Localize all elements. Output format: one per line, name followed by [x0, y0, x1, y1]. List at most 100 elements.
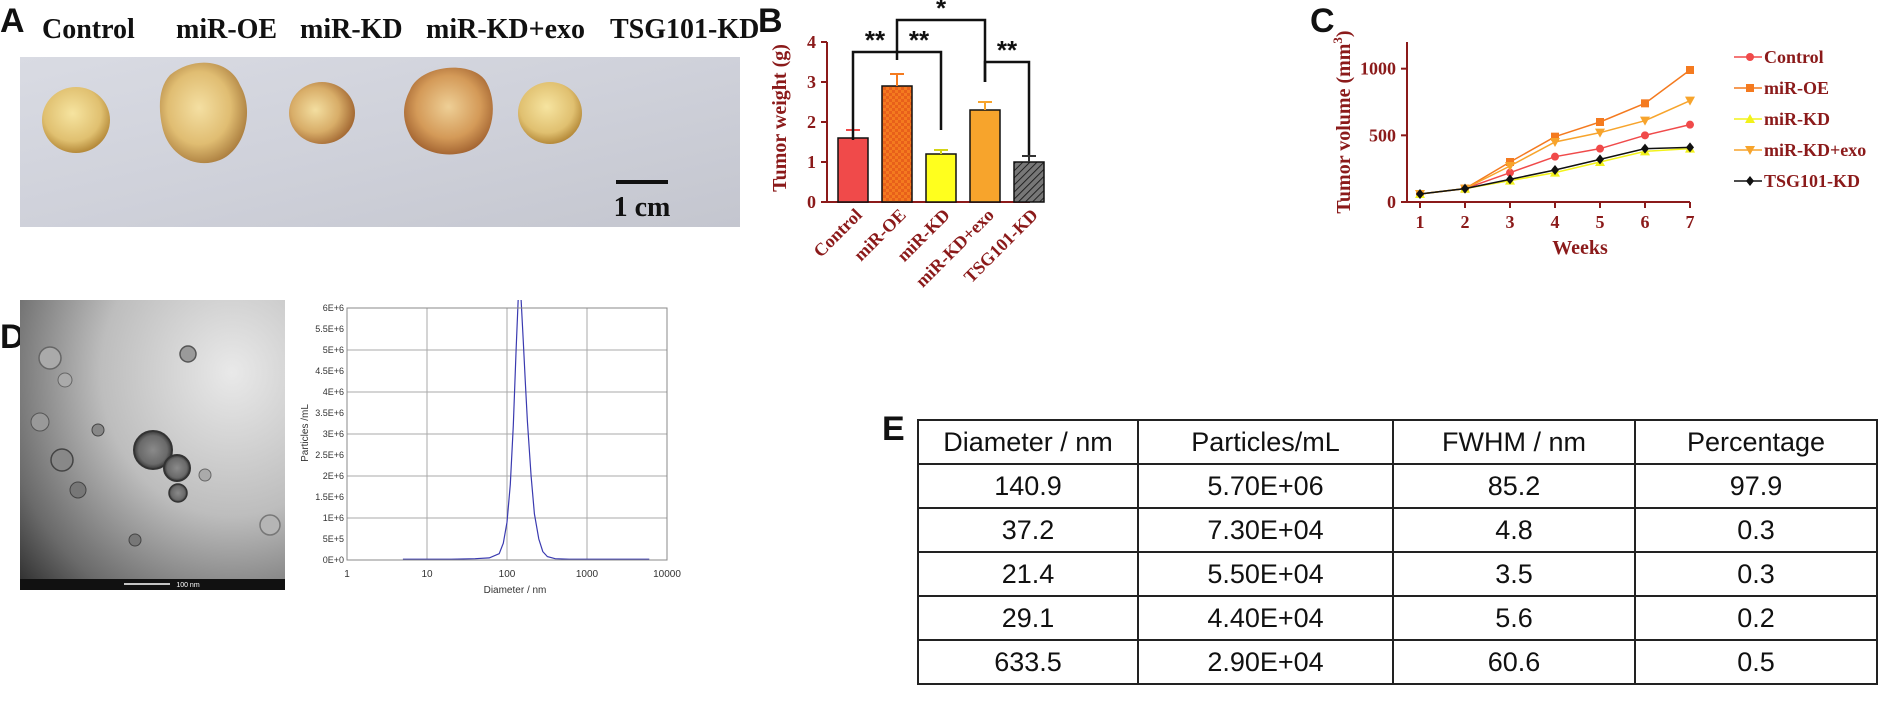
nta-y-tick-label: 6E+6	[323, 303, 344, 313]
table-cell: 3.5	[1392, 551, 1636, 597]
photo-label-mir-kd-exo: miR-KD+exo	[426, 14, 586, 45]
tem-vesicle	[168, 483, 188, 503]
b-y-tick-label: 1	[807, 152, 816, 172]
table-cell: 2.90E+04	[1137, 639, 1394, 685]
nta-y-tick-label: 4E+6	[323, 387, 344, 397]
tem-scale-bar-label: 100 nm	[176, 582, 200, 589]
b-significance-label: **	[997, 35, 1018, 65]
b-y-tick-label: 4	[807, 32, 816, 52]
b-significance-label: **	[865, 25, 886, 55]
b-bar-mir-kd-exo	[969, 109, 1001, 203]
table-cell: 0.3	[1634, 507, 1878, 553]
c-data-point	[1746, 84, 1754, 92]
c-data-point	[1551, 152, 1559, 161]
table-cell: 5.6	[1392, 595, 1636, 641]
c-legend-item: TSG101-KD	[1734, 171, 1860, 191]
nta-x-tick-label: 100	[499, 569, 516, 580]
c-y-axis-label-sup: 3	[1330, 37, 1345, 44]
nta-x-tick-label: 1	[344, 569, 350, 580]
nta-x-tick-label: 10000	[653, 569, 681, 580]
panel-d-tem-image: 100 nm	[20, 300, 285, 590]
table-cell: 140.9	[917, 463, 1139, 509]
b-y-tick-label: 3	[807, 72, 816, 92]
nta-x-tick-label: 10	[421, 569, 433, 580]
table-cell: 4.40E+04	[1137, 595, 1394, 641]
b-significance-bracket	[895, 18, 987, 82]
c-x-tick-label: 7	[1686, 212, 1695, 232]
c-legend-label: miR-OE	[1764, 78, 1829, 98]
table-cell: 4.8	[1392, 507, 1636, 553]
b-y-tick-label: 2	[807, 112, 816, 132]
c-data-point	[1595, 128, 1605, 138]
c-y-tick-label: 500	[1369, 125, 1396, 145]
c-data-point	[1745, 146, 1755, 155]
panel-letter-b: B	[758, 2, 783, 40]
nta-y-tick-label: 1E+6	[323, 513, 344, 523]
photo-background	[20, 57, 740, 227]
c-legend-item: miR-KD	[1734, 109, 1830, 129]
c-legend-label: TSG101-KD	[1764, 171, 1860, 191]
tumor-mir-oe	[159, 62, 248, 164]
c-data-point	[1506, 168, 1514, 177]
tem-vesicle	[198, 468, 212, 482]
c-data-point	[1686, 66, 1694, 74]
photo-label-mir-kd: miR-KD	[300, 14, 403, 45]
c-data-point	[1416, 189, 1424, 199]
c-x-axis-label: Weeks	[1552, 237, 1608, 259]
c-y-tick-label: 1000	[1360, 59, 1396, 79]
scale-bar-label: 1 cm	[614, 192, 671, 223]
c-x-tick-label: 3	[1506, 212, 1515, 232]
nta-x-tick-label: 1000	[576, 569, 599, 580]
c-legend-label: miR-KD	[1764, 109, 1830, 129]
c-data-point	[1746, 53, 1754, 61]
tumor-photo: 1 cm	[20, 57, 740, 227]
table-cell: 0.5	[1634, 639, 1878, 685]
c-data-point	[1551, 132, 1559, 141]
c-data-point	[1506, 174, 1514, 185]
c-data-point	[1641, 131, 1649, 140]
c-data-point	[1550, 138, 1560, 147]
table-row: 21.4 5.50E+04 3.5 0.3	[917, 551, 1878, 597]
c-series-mir-oe	[1416, 66, 1694, 198]
table-cell: 633.5	[917, 639, 1139, 685]
b-bar-mir-kd	[925, 153, 957, 203]
nta-x-axis-label: Diameter / nm	[484, 585, 547, 596]
b-bar-control	[837, 137, 869, 203]
nta-y-tick-label: 0E+0	[323, 555, 344, 565]
b-y-tick-label: 0	[807, 192, 816, 212]
c-x-tick-label: 2	[1461, 212, 1470, 232]
nta-results-table: Diameter / nm Particles/mL FWHM / nm Per…	[917, 419, 1878, 685]
b-significance-label: *	[936, 0, 947, 23]
table-cell: 0.3	[1634, 551, 1878, 597]
panel-letter-a: A	[0, 2, 25, 40]
tem-vesicle	[259, 514, 281, 536]
table-row: 29.1 4.40E+04 5.6 0.2	[917, 595, 1878, 641]
table-cell: 21.4	[917, 551, 1139, 597]
c-data-point	[1641, 99, 1649, 108]
tumor-mir-kd-exo	[404, 67, 493, 155]
tumor-mir-kd	[289, 82, 355, 144]
table-row: 633.5 2.90E+04 60.6 0.5	[917, 639, 1878, 685]
c-data-point	[1745, 114, 1755, 123]
panel-d-nta-chart: Particles /mL Diameter / nm 0E+0 5E+5 1E+6…	[300, 300, 681, 596]
nta-y-axis-label: Particles /mL	[300, 404, 311, 462]
tem-vesicle	[163, 454, 191, 482]
c-data-point	[1686, 120, 1694, 129]
tem-vesicle	[38, 346, 62, 370]
nta-y-tick-label: 5E+5	[323, 534, 344, 544]
c-data-point	[1596, 118, 1604, 126]
c-y-axis-label: Tumor volume (mm3)	[1330, 30, 1355, 213]
c-legend-label: miR-KD+exo	[1764, 140, 1866, 160]
c-legend-item: Control	[1734, 47, 1824, 67]
tem-vesicle	[128, 533, 142, 547]
b-significance-bracket	[983, 60, 1031, 155]
tem-vesicle	[50, 448, 74, 472]
tem-vesicle	[30, 412, 50, 432]
c-data-point	[1686, 142, 1694, 153]
b-bar-mir-oe	[881, 85, 913, 203]
photo-label-mir-oe: miR-OE	[176, 14, 278, 45]
c-y-tick-label: 0	[1387, 192, 1396, 212]
c-legend-label: Control	[1764, 47, 1824, 67]
